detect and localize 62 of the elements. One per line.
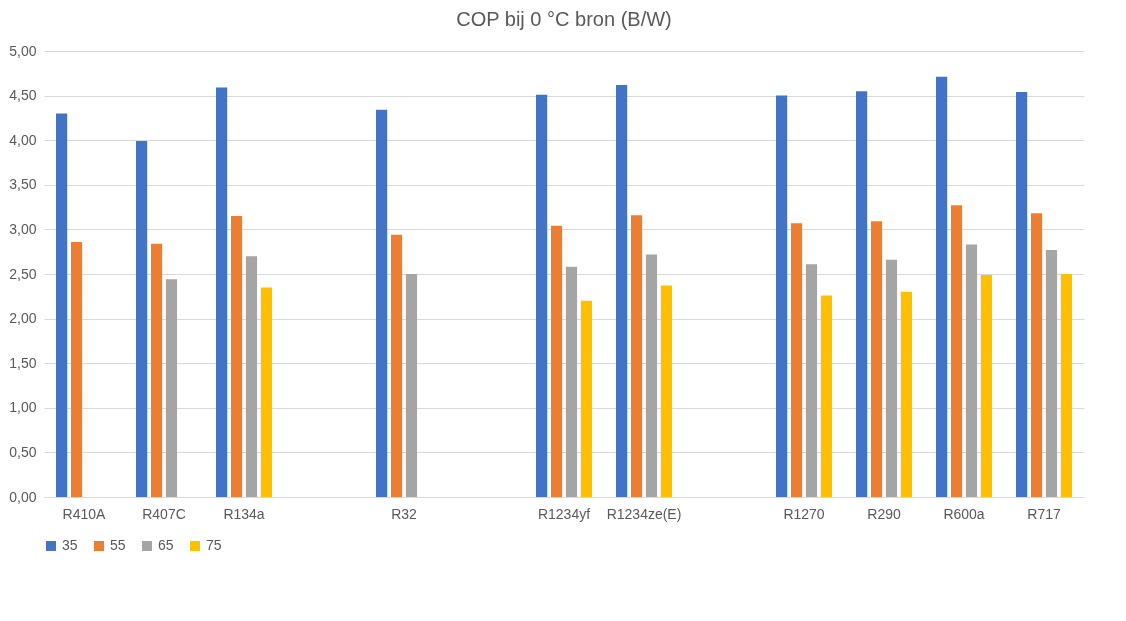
bar bbox=[980, 274, 992, 497]
bar bbox=[1045, 249, 1058, 497]
y-tick-label: 1,00 bbox=[9, 399, 37, 416]
x-tick-label: R290 bbox=[867, 505, 901, 522]
legend-label: 55 bbox=[110, 537, 126, 553]
x-tick-label: R1234yf bbox=[537, 505, 591, 522]
legend-label: 65 bbox=[158, 537, 174, 553]
y-tick-label: 2,50 bbox=[9, 265, 37, 282]
bar bbox=[376, 109, 388, 497]
bar bbox=[565, 266, 578, 497]
y-tick-label: 1,50 bbox=[9, 354, 37, 371]
y-tick-label: 4,50 bbox=[9, 87, 37, 104]
x-tick-label: R1234ze(E) bbox=[606, 505, 682, 522]
y-tick-label: 3,50 bbox=[9, 176, 37, 193]
bar bbox=[260, 287, 272, 497]
bar bbox=[245, 256, 258, 497]
bar bbox=[165, 279, 178, 497]
bar bbox=[1030, 213, 1043, 497]
bar bbox=[660, 285, 672, 497]
x-tick-label: R32 bbox=[391, 505, 418, 522]
y-tick-label: 4,00 bbox=[9, 131, 37, 148]
bar bbox=[820, 295, 832, 497]
x-tick-label: R407C bbox=[142, 505, 186, 522]
x-tick-label: R1270 bbox=[783, 505, 825, 522]
bar bbox=[856, 91, 868, 497]
bar bbox=[616, 84, 628, 497]
legend-label: 75 bbox=[206, 537, 222, 553]
bar bbox=[550, 225, 563, 497]
bar bbox=[630, 215, 643, 497]
bar bbox=[965, 244, 978, 497]
bar bbox=[70, 241, 83, 497]
bar bbox=[645, 254, 658, 497]
bar bbox=[405, 274, 418, 497]
legend-label: 35 bbox=[62, 537, 78, 553]
bar bbox=[790, 223, 803, 497]
bar bbox=[216, 87, 228, 497]
bar bbox=[885, 259, 898, 497]
y-tick-label: 5,00 bbox=[9, 42, 37, 59]
y-tick-label: 2,00 bbox=[9, 310, 37, 327]
bar bbox=[936, 76, 948, 497]
y-tick-label: 3,00 bbox=[9, 220, 37, 237]
bar bbox=[1016, 92, 1028, 497]
bar bbox=[150, 243, 163, 497]
bar bbox=[580, 300, 592, 497]
bar bbox=[390, 234, 403, 497]
bar bbox=[950, 205, 963, 497]
x-tick-label: R134a bbox=[223, 505, 265, 522]
y-tick-label: 0,00 bbox=[9, 488, 37, 505]
bar bbox=[136, 141, 148, 497]
bar bbox=[230, 216, 243, 497]
bar bbox=[870, 221, 883, 497]
y-tick-label: 0,50 bbox=[9, 443, 37, 460]
x-tick-label: R600a bbox=[943, 505, 985, 522]
bar bbox=[536, 94, 548, 497]
x-tick-label: R410A bbox=[62, 505, 107, 522]
bar bbox=[56, 113, 68, 497]
bar bbox=[900, 291, 912, 497]
chart-title: COP bij 0 °C bron (B/W) bbox=[456, 8, 672, 30]
bar bbox=[776, 95, 788, 497]
x-tick-label: R717 bbox=[1027, 505, 1061, 522]
bar bbox=[1060, 274, 1072, 497]
bar bbox=[805, 264, 818, 497]
